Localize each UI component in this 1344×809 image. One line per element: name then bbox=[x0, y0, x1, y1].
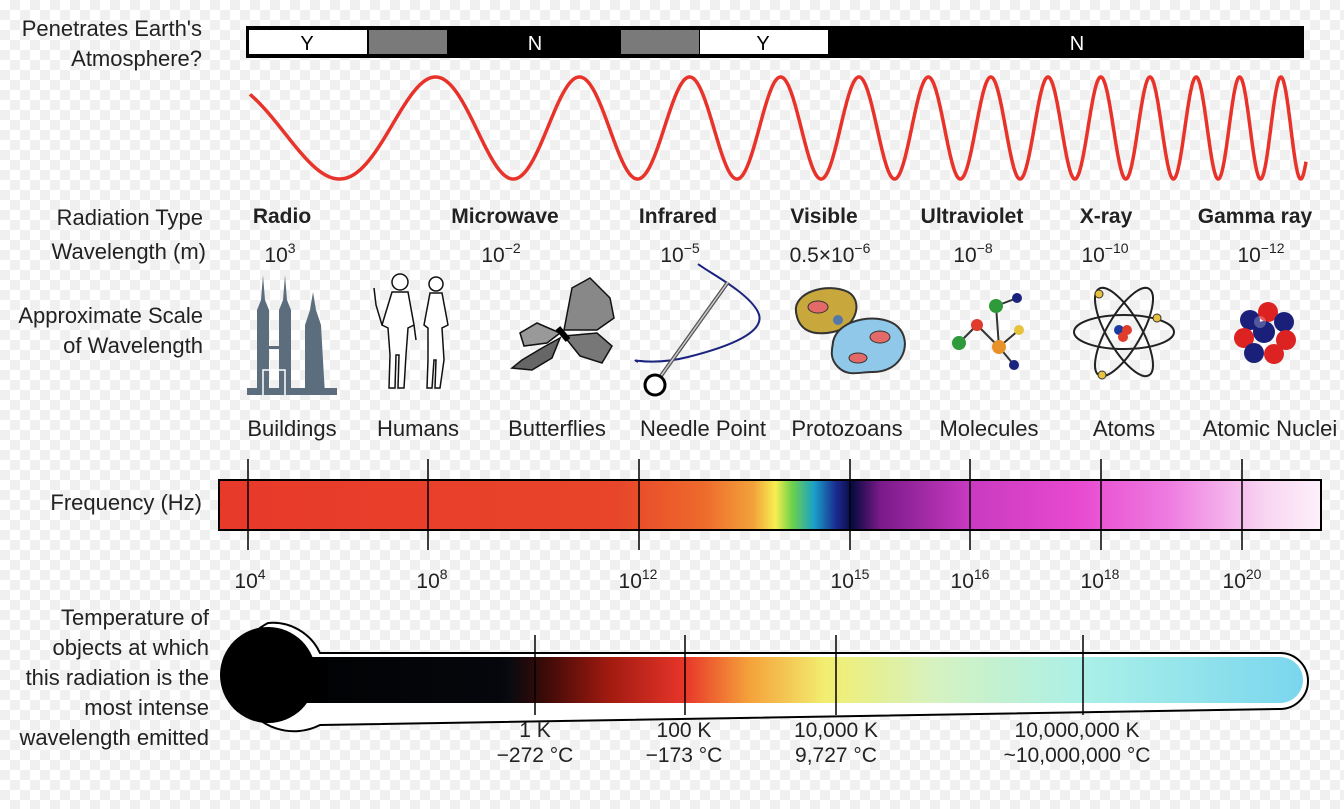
protozoan-icon bbox=[794, 287, 906, 375]
freq-label-12: 1012 bbox=[618, 566, 658, 593]
radiation-infrared: Infrared bbox=[638, 205, 718, 228]
radiation-gamma: Gamma ray bbox=[1197, 205, 1313, 228]
thermometer-neck bbox=[268, 657, 328, 703]
scale-buildings: Buildings bbox=[247, 416, 337, 441]
wave-line bbox=[248, 75, 1308, 181]
molecule-icon bbox=[952, 293, 1024, 370]
wavelength-wave bbox=[248, 75, 1308, 181]
buildings-icon bbox=[247, 275, 337, 395]
needle-icon bbox=[634, 263, 761, 397]
atmosphere-y-2: Y bbox=[756, 33, 769, 55]
freq-label-8: 108 bbox=[416, 566, 448, 593]
freq-label-15: 1015 bbox=[830, 566, 870, 593]
wavelength-microwave: 10−2 bbox=[481, 240, 521, 267]
radiation-visible: Visible bbox=[790, 205, 858, 228]
radiation-xray: X-ray bbox=[1079, 205, 1133, 228]
radiation-ultraviolet: Ultraviolet bbox=[920, 205, 1024, 228]
temp-label-1k: 1 K −272 °C bbox=[496, 719, 574, 767]
wavelength-xray: 10−10 bbox=[1081, 240, 1129, 267]
atom-icon bbox=[1073, 286, 1175, 380]
scale-atomic-nuclei: Atomic Nuclei bbox=[1202, 416, 1338, 441]
atmosphere-n-2: N bbox=[1070, 33, 1084, 55]
wavelength-label: Wavelength (m) bbox=[51, 239, 206, 264]
atmosphere-partial-segment-2 bbox=[621, 30, 699, 54]
temp-label-10000000k: 10,000,000 K ~10,000,000 °C bbox=[1003, 719, 1151, 767]
atmosphere-y-segment-2 bbox=[700, 30, 828, 54]
atmosphere-bar: Y N Y N bbox=[246, 26, 1304, 58]
scale-molecules: Molecules bbox=[939, 416, 1039, 441]
freq-label-18: 1018 bbox=[1080, 566, 1120, 593]
atmosphere-label: Penetrates Earth's Atmosphere? bbox=[21, 16, 202, 71]
scale-protozoans: Protozoans bbox=[791, 416, 903, 441]
spectrum-fill bbox=[218, 479, 1322, 531]
atmosphere-y-segment-1 bbox=[249, 30, 367, 54]
wavelength-visible: 0.5×10−6 bbox=[789, 240, 871, 267]
thermometer-body bbox=[318, 657, 1303, 703]
atmosphere-n-1: N bbox=[528, 33, 542, 55]
wavelength-infrared: 10−5 bbox=[660, 240, 700, 267]
frequency-label: Frequency (Hz) bbox=[50, 490, 202, 515]
wavelength-gamma: 10−12 bbox=[1237, 240, 1285, 267]
freq-label-4: 104 bbox=[234, 566, 266, 593]
temperature-label: Temperature of objects at which this rad… bbox=[19, 605, 209, 750]
scale-needle-point: Needle Point bbox=[640, 416, 766, 441]
wavelength-ultraviolet: 10−8 bbox=[953, 240, 993, 267]
temp-label-10000k: 10,000 K 9,727 °C bbox=[793, 719, 879, 767]
radiation-radio: Radio bbox=[252, 205, 312, 228]
nucleus-icon bbox=[1234, 302, 1296, 364]
temp-label-100k: 100 K −173 °C bbox=[645, 719, 723, 767]
humans-icon bbox=[373, 273, 449, 389]
radiation-type-label: Radiation Type bbox=[56, 205, 203, 230]
atmosphere-y-1: Y bbox=[300, 33, 313, 55]
frequency-spectrum-bar bbox=[218, 459, 1322, 550]
atmosphere-partial-segment-1 bbox=[369, 30, 447, 54]
thermometer bbox=[220, 621, 1309, 733]
freq-label-20: 1020 bbox=[1222, 566, 1262, 593]
scale-butterflies: Butterflies bbox=[508, 416, 606, 441]
radiation-microwave: Microwave bbox=[451, 205, 559, 228]
scale-atoms: Atoms bbox=[1092, 416, 1156, 441]
butterfly-icon bbox=[510, 277, 615, 371]
approx-scale-label: Approximate Scale of Wavelength bbox=[18, 303, 203, 358]
freq-label-16: 1016 bbox=[950, 566, 990, 593]
wavelength-radio: 103 bbox=[264, 240, 296, 267]
scale-humans: Humans bbox=[377, 416, 459, 441]
